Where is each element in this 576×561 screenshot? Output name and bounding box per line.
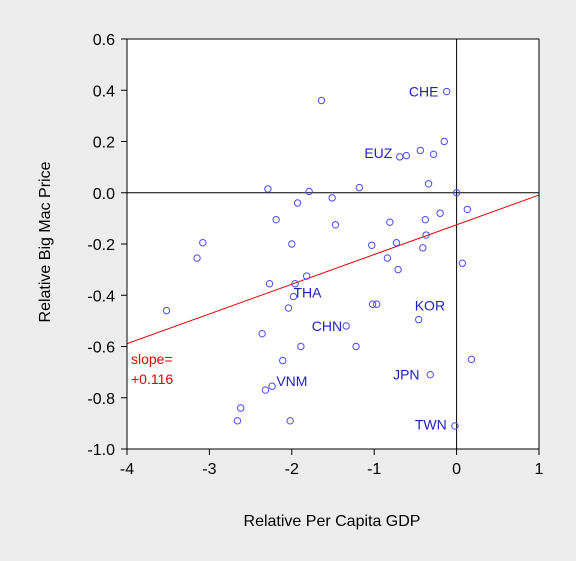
regression-line [126, 194, 540, 345]
scatter-point [440, 137, 448, 146]
scatter-point [352, 342, 360, 351]
scatter-point [261, 386, 270, 394]
scatter-point [392, 239, 401, 247]
scatter-point [342, 322, 350, 330]
y-tick-label: -0.4 [87, 288, 115, 305]
x-tick-label: 0 [452, 461, 461, 478]
scatter-point [264, 185, 272, 193]
scatter-point [421, 215, 429, 224]
y-tick-label: -0.8 [87, 391, 115, 408]
scatter-point [293, 199, 302, 207]
y-tick-label: 0.6 [93, 32, 115, 49]
y-tick-label: 0.4 [93, 83, 115, 100]
point-label-jpn: JPN [393, 367, 419, 383]
y-tick-label: 0.0 [93, 186, 115, 203]
x-axis-title: Relative Per Capita GDP [244, 513, 421, 530]
scatter-point [436, 209, 444, 217]
x-tick-label: -3 [202, 461, 216, 478]
scatter-point [458, 259, 467, 267]
scatter-point [302, 272, 311, 280]
scatter-point [237, 404, 245, 412]
scatter-point [305, 187, 313, 196]
point-labels: CHE EUZ THA KOR CHN JPN VNM TWN [276, 84, 446, 433]
slope-annotation-line1: slope= [131, 351, 173, 367]
y-tick-label: -0.2 [87, 237, 115, 254]
scatter-point [286, 417, 294, 425]
scatter-point [289, 292, 298, 301]
scatter-point [422, 231, 430, 239]
slope-annotation-line2: +0.116 [131, 371, 173, 387]
point-label-euz: EUZ [364, 145, 392, 161]
point-label-kor: KOR [415, 298, 445, 314]
y-tick-label: 0.2 [93, 135, 115, 152]
scatter-point [199, 239, 207, 247]
scatter-point [233, 417, 242, 425]
scatter-point [355, 183, 364, 192]
scatter-point [452, 189, 461, 197]
point-label-chn: CHN [312, 318, 342, 334]
scatter-point [272, 215, 280, 224]
scatter-point [328, 194, 336, 202]
scatter-point [297, 342, 305, 351]
point-label-tha: THA [293, 285, 322, 301]
scatter-point [291, 280, 299, 288]
scatter-point [402, 151, 411, 160]
scatter-point [288, 240, 296, 248]
scatter-point [451, 422, 459, 430]
scatter-point [463, 205, 472, 214]
x-tick-label: -1 [367, 461, 381, 478]
scatter-point [414, 315, 423, 324]
scatter-point [429, 150, 438, 159]
point-label-vnm: VNM [276, 373, 307, 389]
scatter-point [268, 382, 276, 390]
scatter-point [368, 300, 377, 308]
scatter-point [162, 306, 171, 315]
scatter-points [162, 87, 476, 430]
scatter-point [383, 254, 392, 262]
scatter-point [279, 356, 287, 365]
x-tick-label: -4 [120, 461, 134, 478]
y-tick-label: -0.6 [87, 340, 115, 357]
plot-area [127, 39, 539, 449]
scatter-point [426, 370, 434, 379]
scatter-point [193, 254, 201, 262]
scatter-point [416, 146, 425, 155]
x-tick-label: 1 [535, 461, 544, 478]
scatter-point [386, 218, 394, 226]
scatter-point [424, 180, 433, 188]
scatter-point [443, 87, 451, 96]
x-tick-label: -2 [285, 461, 299, 478]
y-tick-label: -1.0 [87, 442, 115, 459]
y-axis-ticks: -1.0 -0.8 -0.6 -0.4 -0.2 0.0 0.2 0.4 0.6 [87, 32, 127, 459]
x-axis-ticks: -4 -3 -2 -1 0 1 [120, 449, 544, 478]
scatter-point [394, 265, 402, 274]
scatter-point [419, 244, 427, 252]
scatter-point [368, 241, 376, 249]
point-label-che: CHE [409, 84, 439, 100]
scatter-point [284, 304, 293, 312]
scatter-point [331, 221, 340, 229]
point-label-twn: TWN [415, 417, 447, 433]
scatter-point [265, 280, 274, 288]
scatter-point [372, 300, 381, 308]
scatter-point [258, 329, 266, 338]
scatter-point [467, 355, 476, 364]
scatter-point [317, 96, 326, 105]
y-axis-title: Relative Big Mac Price [37, 161, 54, 322]
